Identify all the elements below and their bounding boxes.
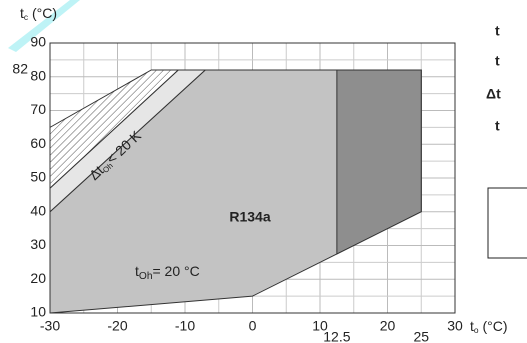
x-tick-label: 30 (447, 318, 463, 334)
x-tick-label: 20 (380, 318, 396, 334)
y-tick-label: 90 (30, 34, 46, 50)
label-sub: Oh (139, 271, 153, 282)
refrigerant-label: R134a (229, 209, 270, 225)
y-tick-label: 10 (30, 304, 46, 320)
side-box (487, 187, 527, 259)
x-tick-label: 0 (249, 318, 257, 334)
side-label: t (495, 23, 500, 39)
y-minor-tick-label: 82 (12, 61, 28, 77)
side-label: Δt (486, 86, 501, 102)
y-tick-label: 70 (30, 101, 46, 117)
x-tick-label: -30 (40, 318, 60, 334)
plot-frame (49, 42, 456, 314)
label: tOh= 20 °C (135, 263, 200, 282)
side-label: t (495, 53, 500, 69)
watermark (8, 0, 80, 52)
plot-area (49, 42, 456, 314)
label-rest: = 20 °C (152, 263, 199, 279)
y-tick-label: 20 (30, 270, 46, 286)
label-main: t (20, 5, 24, 21)
side-label: t (495, 118, 500, 134)
label-main: t (470, 318, 474, 334)
y-tick-label: 40 (30, 202, 46, 218)
y-tick-label: 80 (30, 67, 46, 83)
label-rest: (°C) (28, 5, 57, 21)
x-tick-label: -20 (107, 318, 127, 334)
label-sub: o (474, 325, 479, 335)
x-minor-tick-label: 12.5 (323, 329, 350, 343)
label-main: t (135, 263, 139, 279)
y-tick-label: 50 (30, 169, 46, 185)
label-rest: (°C) (479, 318, 508, 334)
x-tick-label: 10 (312, 318, 328, 334)
x-minor-tick-label: 25 (413, 329, 429, 343)
x-tick-label: -10 (175, 318, 195, 334)
label: tc (°C) (20, 5, 57, 23)
y-tick-label: 60 (30, 135, 46, 151)
y-tick-label: 30 (30, 236, 46, 252)
envelope-region (336, 69, 422, 255)
label-sub: c (24, 12, 28, 22)
label: to (°C) (470, 318, 508, 336)
